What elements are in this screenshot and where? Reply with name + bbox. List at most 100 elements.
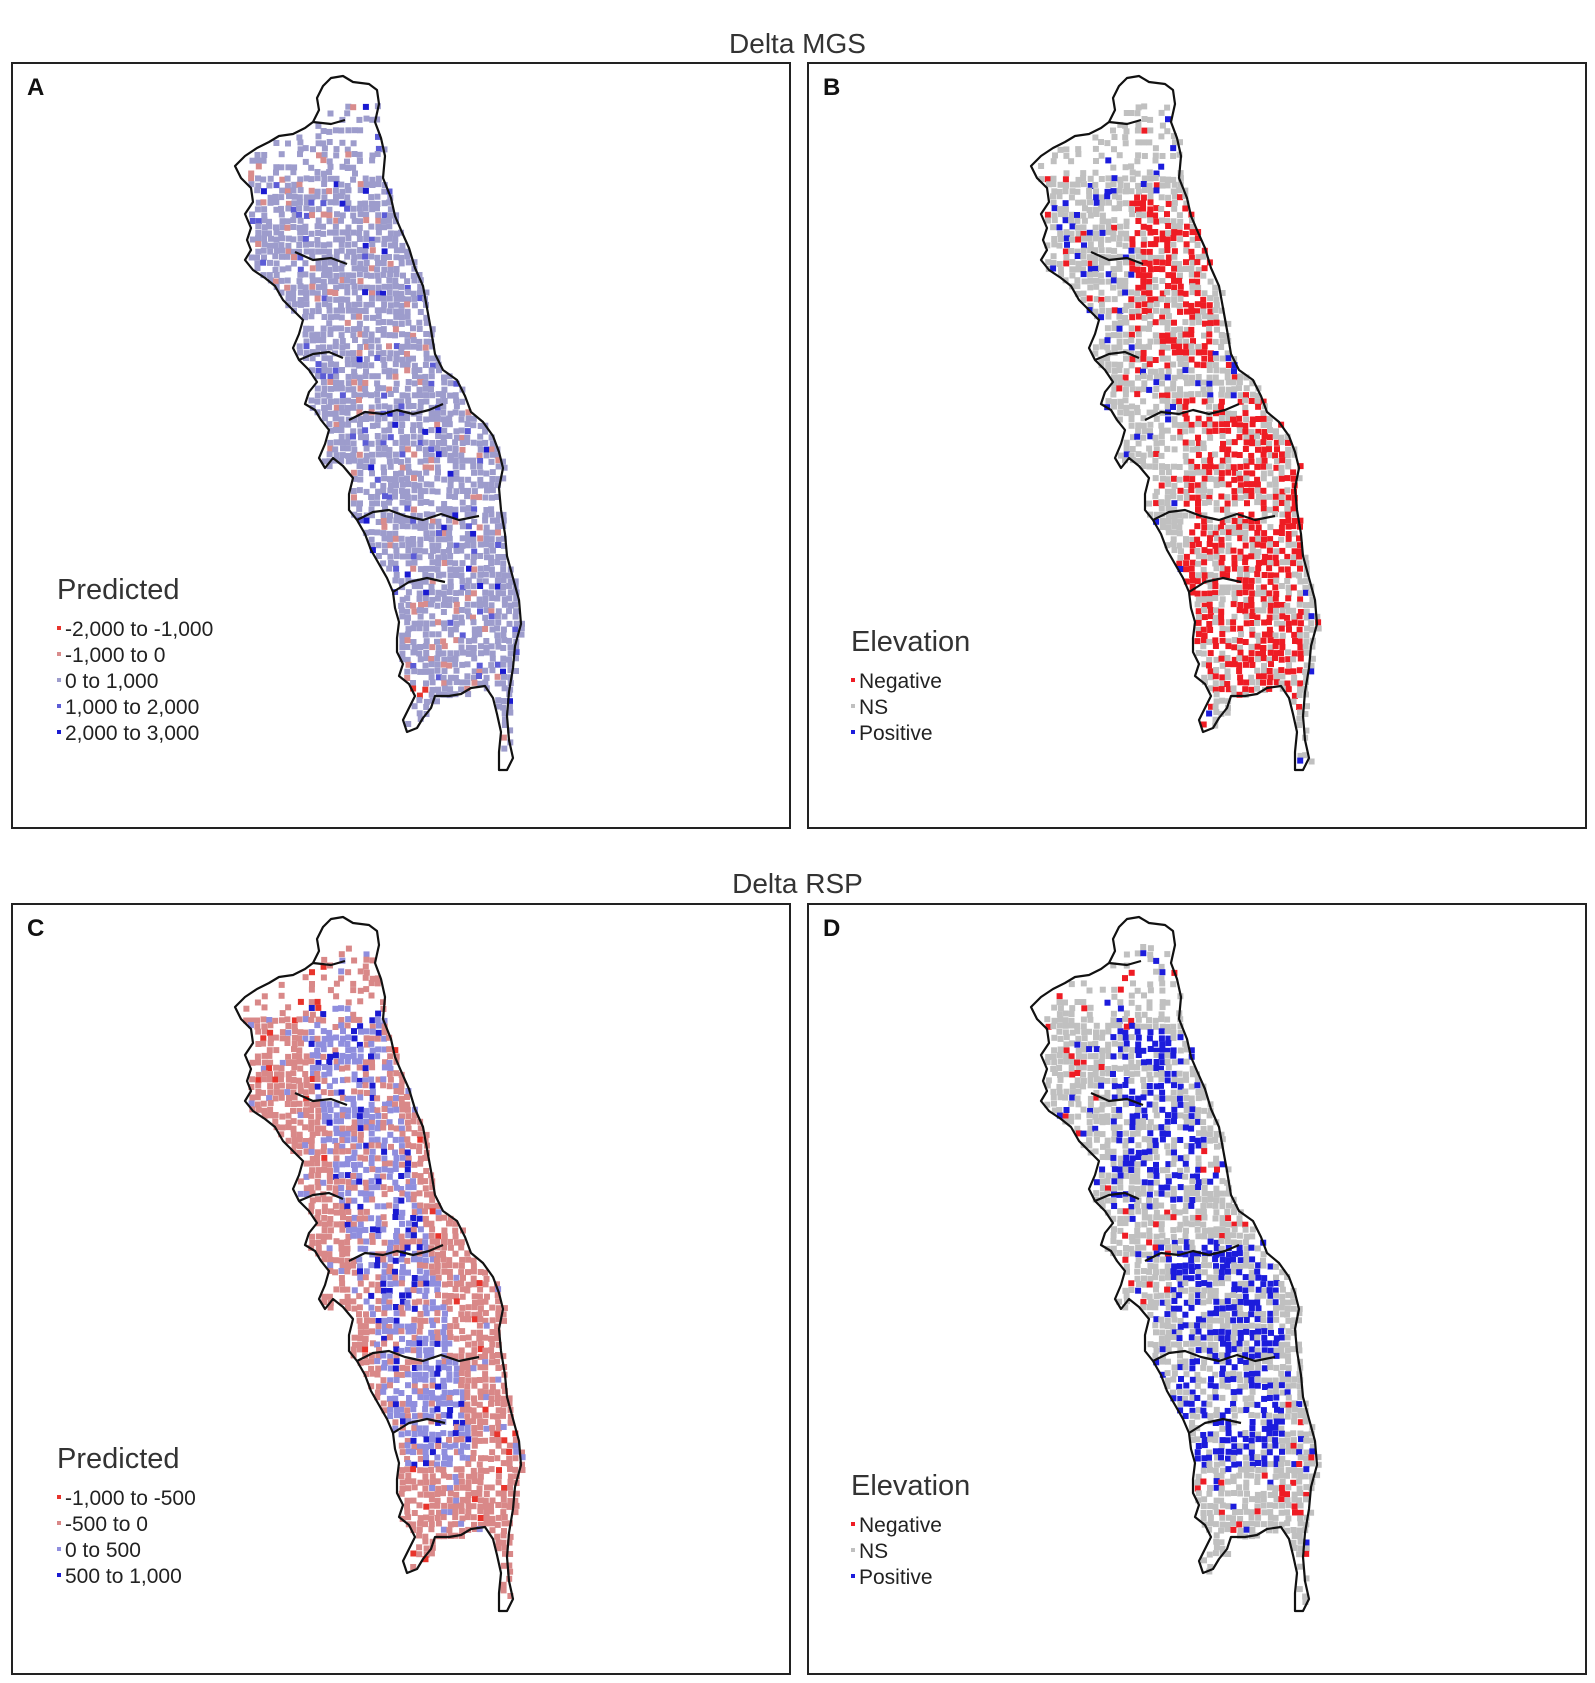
map-cell <box>1165 518 1172 525</box>
map-cell <box>308 1184 315 1191</box>
map-cell <box>1212 578 1219 585</box>
map-cell <box>518 631 525 638</box>
map-cell <box>489 469 496 476</box>
map-cell <box>1189 319 1196 326</box>
map-cell <box>261 1070 268 1077</box>
map-cell <box>404 656 411 663</box>
map-cell <box>374 151 381 157</box>
map-cell <box>363 356 370 363</box>
map-cell <box>1080 212 1087 219</box>
map-cell <box>1171 482 1178 489</box>
map-cell <box>1200 596 1207 603</box>
map-cell <box>429 1390 435 1396</box>
map-cell <box>356 1058 363 1065</box>
map-cell <box>500 511 507 518</box>
map-cell <box>326 1161 333 1168</box>
map-cell <box>357 1023 364 1030</box>
map-cell <box>388 242 394 249</box>
map-cell <box>1291 674 1298 681</box>
map-cell <box>429 343 436 350</box>
map-cell <box>1244 500 1250 507</box>
map-cell <box>368 272 374 279</box>
map-cell <box>422 518 429 525</box>
map-cell <box>477 1299 484 1306</box>
map-cell <box>326 1083 333 1090</box>
map-cell <box>489 446 496 453</box>
map-cell <box>368 1035 375 1042</box>
map-cell <box>1147 451 1154 458</box>
map-cell <box>381 1166 388 1173</box>
map-cell <box>1158 254 1165 261</box>
map-cell <box>507 661 514 668</box>
map-cell <box>1248 429 1255 435</box>
map-cell <box>1152 175 1159 181</box>
map-cell <box>453 621 460 627</box>
map-cell <box>1165 201 1172 207</box>
map-cell <box>321 385 328 392</box>
map-cell <box>410 1527 417 1534</box>
map-cell <box>1297 609 1304 615</box>
map-cell <box>1140 355 1147 362</box>
map-cell <box>374 1107 381 1114</box>
map-cell <box>459 518 466 525</box>
map-cell <box>399 644 406 651</box>
map-cell <box>1182 445 1189 452</box>
map-cell <box>1182 290 1189 297</box>
map-cell <box>326 355 333 362</box>
map-cell <box>339 1052 346 1059</box>
map-cell <box>362 464 369 470</box>
map-cell <box>393 313 400 320</box>
map-cell <box>1189 314 1196 321</box>
map-cell <box>326 392 333 399</box>
map-cell <box>344 1305 351 1311</box>
map-cell <box>254 254 260 261</box>
map-cell <box>405 1460 412 1467</box>
map-cell <box>410 685 417 692</box>
map-cell <box>458 410 465 417</box>
map-cell <box>321 355 328 362</box>
map-cell <box>410 1347 417 1354</box>
map-cell <box>417 1515 424 1522</box>
map-cell <box>327 163 334 170</box>
map-cell <box>1183 560 1190 567</box>
map-cell <box>362 440 369 447</box>
map-cell <box>1200 721 1207 728</box>
map-cell <box>1129 314 1136 321</box>
map-cell <box>1309 655 1316 662</box>
map-cell <box>1098 176 1105 182</box>
map-cell <box>410 663 417 669</box>
map-cell <box>369 241 376 247</box>
map-cell <box>405 626 412 633</box>
map-cell <box>488 1502 494 1509</box>
map-cell <box>1194 601 1201 608</box>
map-cell <box>381 362 388 368</box>
map-cell <box>1225 386 1232 393</box>
map-cell <box>458 1377 465 1383</box>
map-cell <box>338 1191 345 1198</box>
map-cell <box>320 337 327 344</box>
map-cell <box>357 331 364 338</box>
map-cell <box>1231 554 1238 561</box>
map-cell <box>285 265 292 272</box>
map-cell <box>417 403 424 410</box>
map-cell <box>429 1394 436 1401</box>
map-cell <box>327 289 334 296</box>
map-cell <box>1153 187 1160 194</box>
map-cell <box>489 1424 496 1431</box>
map-cell <box>476 1311 483 1318</box>
map-cell <box>477 643 484 650</box>
map-c-pixels <box>243 945 526 1599</box>
map-cell <box>410 553 417 560</box>
map-cell <box>302 1016 309 1023</box>
map-cell <box>500 1407 507 1414</box>
map-cell <box>392 1280 399 1287</box>
map-cell <box>1110 235 1117 242</box>
map-cell <box>339 260 346 267</box>
map-cell <box>422 379 429 386</box>
map-cell <box>1092 169 1099 176</box>
map-cell <box>423 1388 429 1395</box>
map-cell <box>380 500 387 507</box>
map-cell <box>422 607 429 614</box>
map-cell <box>296 1136 303 1143</box>
map-cell <box>1285 620 1292 627</box>
